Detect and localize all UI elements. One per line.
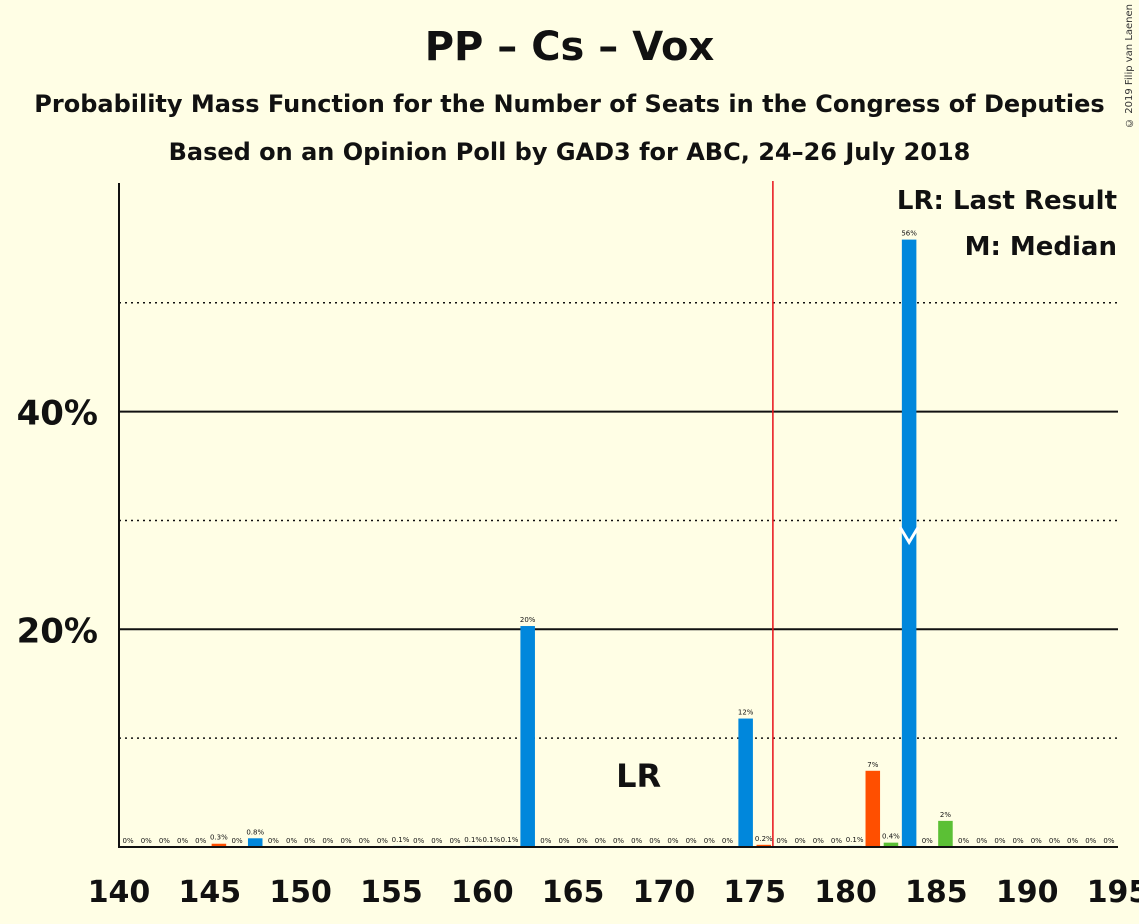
x-tick-160: 160 — [451, 875, 514, 910]
data-label-167: 0% — [595, 837, 606, 845]
data-label-155: 0% — [377, 837, 388, 845]
data-label-159: 0% — [449, 837, 460, 845]
gridlines — [119, 301, 1118, 739]
data-label-144: 0% — [177, 837, 188, 845]
data-label-185: 0% — [922, 837, 933, 845]
last-result-label: LR — [616, 757, 661, 795]
data-label-150: 0% — [286, 837, 297, 845]
x-tick-185: 185 — [905, 875, 968, 910]
data-label-156: 0.1% — [392, 836, 410, 844]
data-label-191: 0% — [1031, 837, 1042, 845]
x-tick-175: 175 — [723, 875, 786, 910]
data-label-148: 0.8% — [246, 828, 264, 836]
bar-183 — [883, 842, 899, 847]
bar-163 — [520, 626, 535, 847]
x-tick-155: 155 — [360, 875, 423, 910]
data-label-145: 0% — [195, 837, 206, 845]
data-label-175: 12% — [738, 709, 754, 717]
data-label-182: 7% — [867, 761, 878, 769]
data-label-165: 0% — [558, 837, 569, 845]
data-label-180: 0% — [831, 837, 842, 845]
data-label-146: 0.3% — [210, 834, 228, 842]
data-label-168: 0% — [613, 837, 624, 845]
bar-186 — [938, 820, 953, 847]
x-tick-180: 180 — [814, 875, 877, 910]
x-tick-190: 190 — [996, 875, 1059, 910]
bars — [211, 239, 953, 847]
data-label-187: 0% — [958, 837, 969, 845]
data-label-171: 0% — [667, 837, 678, 845]
data-label-188: 0% — [976, 837, 987, 845]
data-label-179: 0% — [813, 837, 824, 845]
data-label-157: 0% — [413, 837, 424, 845]
data-label-153: 0% — [340, 837, 351, 845]
data-label-170: 0% — [649, 837, 660, 845]
data-label-163: 20% — [520, 616, 536, 624]
data-label-166: 0% — [577, 837, 588, 845]
data-label-195: 0% — [1103, 837, 1114, 845]
y-tick-40: 40% — [17, 394, 98, 434]
data-label-160: 0.1% — [464, 836, 482, 844]
data-label-190: 0% — [1013, 837, 1024, 845]
data-label-147: 0% — [232, 837, 243, 845]
tick-labels: 140 145 150 155 160 165 170 175 180 185 190 195 20% 4… — [17, 394, 1139, 910]
bar-182 — [865, 770, 881, 847]
data-label-186: 2% — [940, 811, 951, 819]
overlay: LR — [616, 181, 920, 847]
x-tick-165: 165 — [542, 875, 605, 910]
data-label-154: 0% — [359, 837, 370, 845]
data-label-174: 0% — [722, 837, 733, 845]
bar-148 — [247, 838, 263, 847]
x-tick-145: 145 — [179, 875, 242, 910]
data-label-164: 0% — [540, 837, 551, 845]
legend-entry-2: M: Median — [965, 232, 1117, 262]
axes — [118, 183, 1118, 848]
data-label-152: 0% — [322, 837, 333, 845]
data-label-192: 0% — [1049, 837, 1060, 845]
data-label-176: 0.2% — [755, 835, 773, 843]
x-tick-140: 140 — [88, 875, 151, 910]
data-label-149: 0% — [268, 837, 279, 845]
legend: LR: Last Result M: Median — [897, 186, 1117, 262]
median-marker — [898, 526, 920, 546]
data-label-162: 0.1% — [501, 836, 519, 844]
data-label-173: 0% — [704, 837, 715, 845]
data-label-143: 0% — [159, 837, 170, 845]
data-label-181: 0.1% — [846, 836, 864, 844]
data-label-177: 0% — [776, 837, 787, 845]
data-label-169: 0% — [631, 837, 642, 845]
data-label-151: 0% — [304, 837, 315, 845]
bar-146 — [211, 843, 227, 847]
data-label-141: 0% — [123, 837, 134, 845]
data-label-183: 0.4% — [882, 833, 900, 841]
data-label-142: 0% — [141, 837, 152, 845]
y-tick-20: 20% — [17, 611, 98, 651]
chart-subtitle-poll: Based on an Opinion Poll by GAD3 for ABC… — [168, 138, 971, 166]
chart-subtitle: Probability Mass Function for the Number… — [34, 90, 1105, 118]
bar-176 — [756, 844, 772, 847]
x-tick-170: 170 — [633, 875, 696, 910]
data-label-194: 0% — [1085, 837, 1096, 845]
data-label-161: 0.1% — [482, 836, 500, 844]
chart-title: PP – Cs – Vox — [424, 24, 715, 70]
data-label-184: 56% — [901, 230, 917, 238]
data-labels: 0% 0% 0% 0% 0% 0.3% 0%0.8%0% 0% 0% 0% 0% 0% 0% 0.1% 0%… — [123, 230, 1115, 845]
data-label-189: 0% — [994, 837, 1005, 845]
legend-entry-1: LR: Last Result — [897, 186, 1117, 216]
bar-175 — [738, 718, 753, 847]
data-label-193: 0% — [1067, 837, 1078, 845]
data-label-158: 0% — [431, 837, 442, 845]
x-tick-195: 195 — [1087, 875, 1139, 910]
data-label-172: 0% — [686, 837, 697, 845]
data-label-178: 0% — [795, 837, 806, 845]
x-tick-150: 150 — [269, 875, 332, 910]
